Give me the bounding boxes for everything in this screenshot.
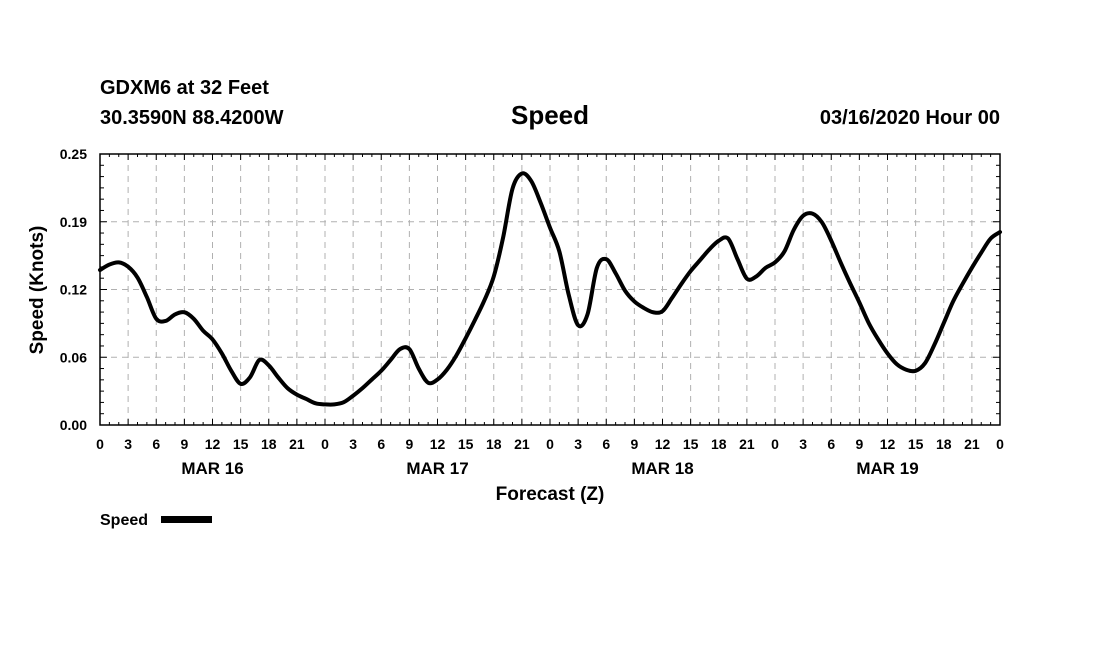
x-tick-label: 9 bbox=[405, 436, 413, 452]
x-tick-label: 21 bbox=[514, 436, 530, 452]
x-tick-label: 18 bbox=[936, 436, 952, 452]
x-tick-label: 12 bbox=[205, 436, 221, 452]
y-tick-label: 0.19 bbox=[60, 214, 87, 230]
x-tick-label: 3 bbox=[799, 436, 807, 452]
run-time-label: 03/16/2020 Hour 00 bbox=[820, 107, 1000, 129]
legend-swatch bbox=[161, 516, 212, 523]
x-tick-label: 3 bbox=[124, 436, 132, 452]
x-tick-label: 18 bbox=[261, 436, 277, 452]
day-label: MAR 19 bbox=[856, 459, 918, 478]
x-tick-label: 18 bbox=[486, 436, 502, 452]
chart-title: Speed bbox=[511, 100, 589, 130]
y-tick-label: 0.06 bbox=[60, 349, 87, 365]
y-axis-label: Speed (Knots) bbox=[27, 226, 48, 355]
x-tick-label: 3 bbox=[349, 436, 357, 452]
day-label: MAR 16 bbox=[181, 459, 243, 478]
x-tick-label: 12 bbox=[655, 436, 671, 452]
y-tick-label: 0.12 bbox=[60, 282, 87, 298]
x-tick-label: 15 bbox=[233, 436, 249, 452]
y-tick-label: 0.00 bbox=[60, 417, 87, 433]
x-tick-label: 12 bbox=[430, 436, 446, 452]
x-tick-label: 9 bbox=[630, 436, 638, 452]
x-tick-label: 6 bbox=[377, 436, 385, 452]
axis-tick-labels: 0 3 6 9 12 15 18 21 0 3 6 9 12 15 18 21 0 3 6 9 12 15 18 21 0 3 6 9… bbox=[60, 146, 1004, 478]
day-label: MAR 18 bbox=[631, 459, 693, 478]
x-tick-label: 0 bbox=[546, 436, 554, 452]
x-tick-label: 15 bbox=[683, 436, 699, 452]
x-tick-label: 6 bbox=[152, 436, 160, 452]
y-tick-label: 0.25 bbox=[60, 146, 87, 162]
legend-label: Speed bbox=[100, 512, 148, 529]
x-tick-label: 15 bbox=[908, 436, 924, 452]
x-tick-label: 15 bbox=[458, 436, 474, 452]
x-tick-label: 3 bbox=[574, 436, 582, 452]
location-label: 30.3590N 88.4200W bbox=[100, 107, 284, 129]
x-tick-label: 0 bbox=[96, 436, 104, 452]
x-tick-label: 6 bbox=[602, 436, 610, 452]
x-tick-label: 0 bbox=[771, 436, 779, 452]
x-tick-label: 6 bbox=[827, 436, 835, 452]
x-tick-label: 0 bbox=[996, 436, 1004, 452]
x-tick-label: 9 bbox=[855, 436, 863, 452]
speed-series-line bbox=[98, 171, 1002, 407]
x-tick-label: 0 bbox=[321, 436, 329, 452]
x-tick-label: 9 bbox=[180, 436, 188, 452]
x-tick-label: 18 bbox=[711, 436, 727, 452]
grid bbox=[100, 154, 1000, 425]
x-tick-label: 21 bbox=[289, 436, 305, 452]
x-tick-label: 12 bbox=[880, 436, 896, 452]
x-tick-label: 21 bbox=[964, 436, 980, 452]
plot-frame bbox=[99, 153, 1001, 426]
station-label: GDXM6 at 32 Feet bbox=[100, 77, 269, 99]
x-tick-label: 21 bbox=[739, 436, 755, 452]
x-axis-label: Forecast (Z) bbox=[496, 484, 605, 505]
day-label: MAR 17 bbox=[406, 459, 468, 478]
